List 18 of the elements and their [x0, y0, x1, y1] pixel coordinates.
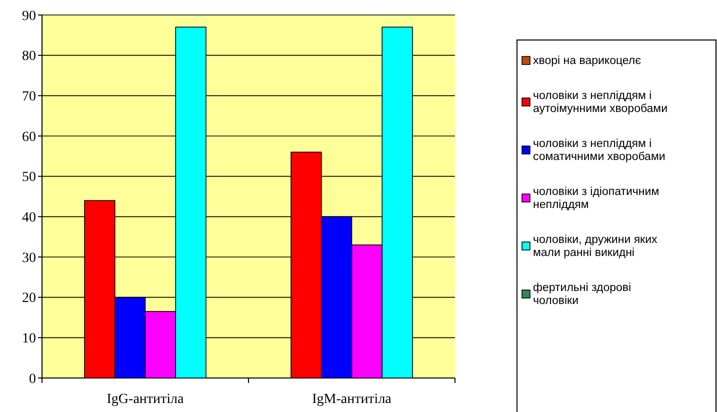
y-tick-label: 40: [22, 210, 36, 226]
y-tick-label: 90: [22, 8, 36, 24]
y-tick-label: 30: [22, 250, 36, 266]
y-tick-label: 20: [22, 291, 36, 306]
y-tick-label: 80: [22, 49, 36, 64]
y-tick-label: 70: [22, 90, 36, 105]
x-tick-label: IgG-антитіла: [106, 392, 185, 407]
legend-label: хворі на варикоцелє: [533, 55, 642, 67]
y-tick-label: 0: [29, 372, 36, 387]
y-tick-label: 50: [22, 170, 36, 186]
legend-label: чоловіки, дружини яких мали ранні викидні: [533, 234, 658, 259]
legend-label: чоловіки з непліддям і соматичними хворобами: [533, 138, 666, 163]
legend-label: чоловіки з ідіопатичним непліддям: [533, 186, 660, 211]
y-tick-label: 60: [22, 130, 36, 145]
legend-label: фертильні здорові чоловіки: [533, 282, 632, 307]
x-tick-label: IgM-антитіла: [312, 392, 392, 407]
y-tick-label: 10: [22, 332, 36, 347]
legend-label: чоловіки з непліддям і аутоімунними хворобами: [533, 90, 668, 115]
